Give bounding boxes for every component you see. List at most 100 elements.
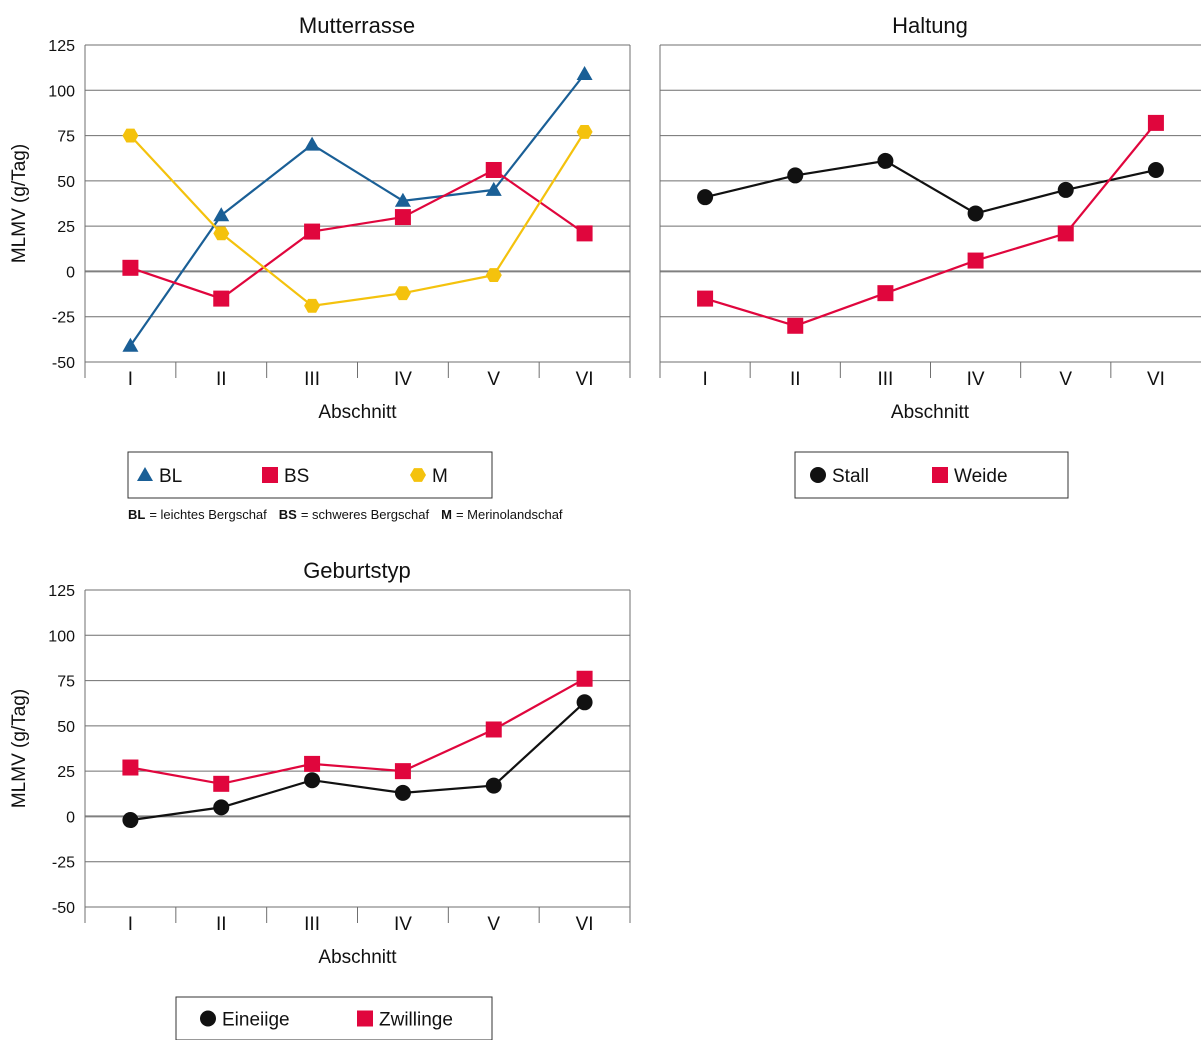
data-point-bs [304,223,321,240]
data-point-bs [122,259,139,276]
x-tick-label: VI [1147,369,1165,390]
data-point-weide [967,252,984,269]
y-tick-label: 125 [48,38,75,55]
x-tick-label: IV [394,914,412,935]
abbreviation-text: = schweres Bergschaf [301,507,430,522]
data-point-weide [697,290,714,307]
data-point-eineiige [485,777,502,794]
data-point-bs [485,161,502,178]
data-point-eineiige [576,694,593,711]
legend-label-bs: BS [284,466,309,487]
y-tick-label: 25 [57,764,75,781]
y-tick-label: -50 [52,355,75,372]
data-point-zwillinge [304,755,321,772]
legend: BL BS M [127,451,493,499]
abbreviation-key: BL [128,507,145,522]
legend-box [127,451,493,499]
data-point-weide [787,317,804,334]
data-point-eineiige [304,772,321,789]
data-point-stall [967,205,984,222]
data-point-stall [787,167,804,184]
x-tick-label: III [877,369,893,390]
x-tick-label: II [216,369,227,390]
y-tick-label: 100 [48,83,75,100]
chart-title: Geburtstyp [303,558,411,583]
data-point-bl [485,181,502,196]
x-tick-label: VI [576,369,594,390]
x-tick-label: VI [576,914,594,935]
data-point-m [213,226,230,241]
data-point-m [394,286,411,301]
data-point-zwillinge [213,775,230,792]
data-point-bs [213,290,230,307]
data-point-eineiige [122,812,139,829]
y-tick-label: 0 [66,809,75,826]
series-line-bs [130,168,586,300]
legend-label-bl: BL [159,466,182,487]
abbreviation-text: = Merinolandschaf [456,507,563,522]
legend-label-zwillinge: Zwillinge [379,1010,453,1031]
legend-label-weide: Weide [954,466,1008,487]
legend-marker-bs [262,467,278,483]
legend: Stall Weide [794,451,1069,499]
series-line-m [129,131,586,307]
series-line-stall [704,159,1157,215]
y-tick-label: 75 [57,674,75,691]
x-tick-label: V [1059,369,1072,390]
legend: Eineiige Zwillinge [175,996,493,1040]
x-axis-label: Abschnitt [318,947,397,968]
x-axis-label: Abschnitt [318,402,397,423]
legend-marker-bl [137,467,153,481]
y-tick-label: 0 [66,264,75,281]
x-tick-label: I [128,914,133,935]
data-point-m [122,128,139,143]
series-line-bl [129,73,586,347]
y-tick-label: 75 [57,129,75,146]
data-point-bl [213,207,230,222]
data-point-bs [576,225,593,242]
y-tick-label: 125 [48,583,75,600]
data-point-bl [576,65,593,80]
x-tick-label: I [702,369,707,390]
data-point-bl [122,337,139,352]
legend-marker-zwillinge [357,1010,373,1027]
y-axis-label: MLMV (g/Tag) [9,689,30,808]
x-tick-label: II [216,914,227,935]
x-tick-label: I [128,369,133,390]
abbreviation-text: = leichtes Bergschaf [149,507,267,522]
data-point-zwillinge [485,721,502,738]
data-point-stall [1147,161,1164,178]
y-axis-label: MLMV (g/Tag) [9,144,30,263]
y-tick-label: 100 [48,628,75,645]
legend-marker-stall [810,467,826,483]
data-point-zwillinge [394,763,411,780]
data-point-m [485,268,502,282]
y-tick-label: -50 [52,900,75,917]
data-point-bl [304,136,321,151]
legend-box [175,996,493,1040]
data-point-eineiige [213,799,230,816]
abbreviation-note: BL = leichtes Bergschaf BS = schweres Bergs… [128,507,563,522]
abbreviation-key: BS [279,507,297,522]
series-line-weide [704,122,1157,327]
y-tick-label: 25 [57,219,75,236]
y-tick-label: -25 [52,310,75,327]
data-point-stall [1057,181,1074,198]
legend-label-stall: Stall [832,466,869,487]
data-point-eineiige [394,784,411,801]
legend-marker-eineiige [200,1010,216,1027]
data-point-bs [394,209,411,226]
data-point-bl [394,192,411,207]
y-tick-label: 50 [57,174,75,191]
x-axis-label: Abschnitt [891,402,970,423]
legend-marker-weide [932,467,948,483]
data-point-m [304,298,321,313]
series-line-zwillinge [130,677,586,785]
x-tick-label: V [487,369,500,390]
data-point-zwillinge [122,759,139,776]
x-tick-label: V [487,914,500,935]
chart-title: Mutterrasse [299,13,415,38]
